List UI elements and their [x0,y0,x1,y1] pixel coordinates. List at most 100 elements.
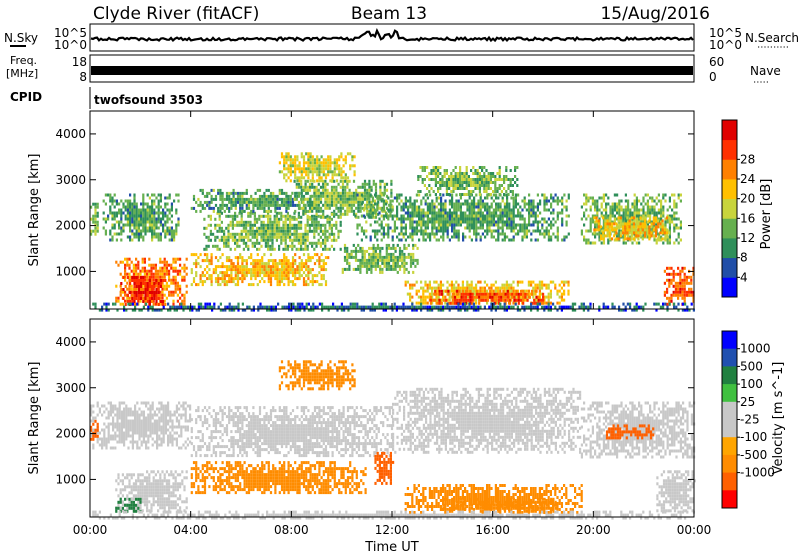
power-cell [373,244,375,247]
power-cell [417,262,419,265]
power-cell [321,274,323,277]
power-cell [365,236,367,239]
power-cell [250,256,252,259]
power-cell [531,293,533,296]
power-cell [379,253,381,256]
power-cell [289,215,291,218]
power-cell [109,209,111,212]
power-cell [260,215,262,218]
power-cell [307,245,309,248]
power-cell [307,271,309,274]
power-cell [149,282,151,285]
power-cell [153,285,155,288]
power-cell [411,287,413,290]
power-cell [447,218,449,221]
power-cell [636,209,638,212]
power-cell [324,201,326,204]
power-cell [292,259,294,262]
power-cell [552,224,554,227]
power-cell [433,178,435,181]
power-cell [237,259,239,262]
power-cell [355,253,357,256]
power-cell [493,209,495,212]
power-cell [524,227,526,230]
power-cell [310,155,312,158]
power-cell [291,245,293,248]
power-cell [197,198,199,201]
power-cell [235,207,237,210]
power-cell [164,270,166,273]
power-cell [510,190,512,193]
power-cell [307,164,309,167]
power-cell [359,224,361,227]
power-cell [585,218,587,221]
power-cell [274,248,276,251]
power-cell [491,224,493,227]
power-cell [420,227,422,230]
power-cell [441,293,443,296]
power-cell [136,209,138,212]
power-cell [321,259,323,262]
power-cell [325,173,327,176]
power-cell [561,209,563,212]
power-cell [331,213,333,216]
power-cell [280,239,282,242]
power-cell [370,206,372,209]
power-cell [631,212,633,215]
power-cell [351,158,353,161]
power-cell [411,212,413,215]
power-cell [277,271,279,274]
power-cell [524,296,526,299]
power-cell [453,221,455,224]
power-cell [127,294,129,297]
power-cell [302,186,304,189]
power-cell [168,264,170,267]
power-cell [300,183,302,186]
power-cell [285,233,287,236]
power-cell [151,194,153,197]
power-cell [294,210,296,213]
power-cell [135,258,137,261]
power-cell [151,203,153,206]
power-cell [149,303,151,306]
power-cell [140,276,142,279]
power-cell [459,172,461,175]
power-cell [103,218,105,221]
power-cell [497,236,499,239]
power-cell [235,198,237,201]
power-cell [289,224,291,227]
power-cell [441,175,443,178]
power-cell [671,218,673,221]
power-cell [515,215,517,218]
power-cell [255,259,257,262]
power-cell [327,170,329,173]
power-cell [370,259,372,262]
power-cell [407,281,409,284]
power-cell [488,221,490,224]
power-cell [129,206,131,209]
power-cell [296,204,298,207]
power-cell [318,256,320,259]
power-cell [475,302,477,305]
power-cell [170,264,172,267]
power-cell [581,206,583,209]
power-cell [466,287,468,290]
power-cell [607,225,609,228]
power-cell [166,215,168,218]
power-cell [426,175,428,178]
power-cell [272,268,274,271]
power-cell [144,273,146,276]
power-cell [200,189,202,192]
power-cell [147,230,149,233]
power-cell [168,270,170,273]
power-cell [532,296,534,299]
power-cell [517,281,519,284]
power-cell [609,237,611,240]
power-cell [129,209,131,212]
power-cell [403,209,405,212]
power-cell [291,192,293,195]
power-cell [288,158,290,161]
power-cell [680,200,682,203]
power-cell [97,206,99,209]
power-cell [587,242,589,245]
